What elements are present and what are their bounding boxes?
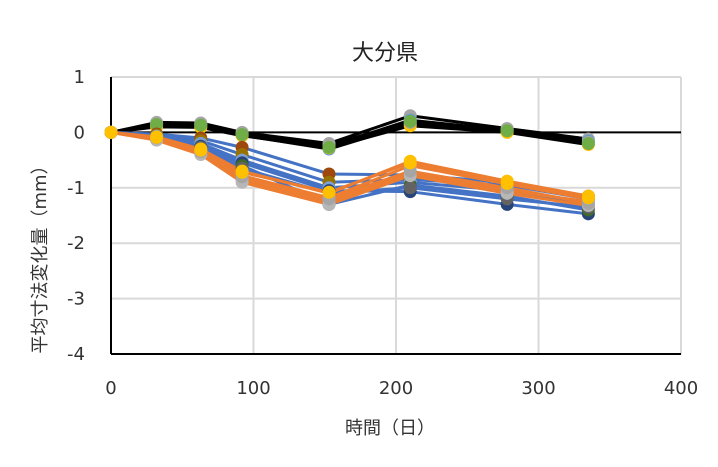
y-tick-label: 1: [74, 67, 85, 88]
data-point: [150, 130, 164, 144]
data-point: [194, 143, 208, 157]
y-axis-label: 平均寸法変化量（mm）: [30, 156, 51, 353]
series-group: [104, 109, 595, 221]
x-tick-label: 200: [379, 378, 413, 399]
data-point: [403, 156, 417, 170]
tick-labels: 0 100 200 300 400 1 0 -1 -2 -3 -4: [67, 67, 698, 399]
data-point: [322, 140, 336, 154]
y-tick-label: -4: [67, 344, 85, 365]
y-tick-label: -2: [67, 233, 85, 254]
series-line: [110, 119, 589, 149]
data-point: [500, 176, 514, 190]
chart-title: 大分県: [352, 41, 418, 66]
data-point: [104, 125, 118, 139]
x-tick-label: 400: [664, 378, 698, 399]
data-point: [235, 165, 249, 179]
data-point: [194, 118, 208, 132]
data-point: [403, 114, 417, 128]
y-tick-label: -3: [67, 289, 85, 310]
data-point: [235, 128, 249, 142]
x-axis-label: 時間（日）: [345, 418, 435, 439]
series-line: [110, 130, 589, 200]
x-tick-label: 0: [105, 378, 116, 399]
x-tick-label: 100: [236, 378, 270, 399]
data-point: [581, 191, 595, 205]
axes: [110, 77, 681, 355]
y-tick-label: 0: [74, 122, 85, 143]
data-point: [322, 185, 336, 199]
data-point: [581, 136, 595, 150]
data-point: [150, 118, 164, 132]
series-line: [110, 130, 589, 208]
x-tick-label: 300: [521, 378, 555, 399]
data-point: [403, 181, 417, 195]
data-point: [500, 124, 514, 138]
y-tick-label: -1: [67, 178, 85, 199]
